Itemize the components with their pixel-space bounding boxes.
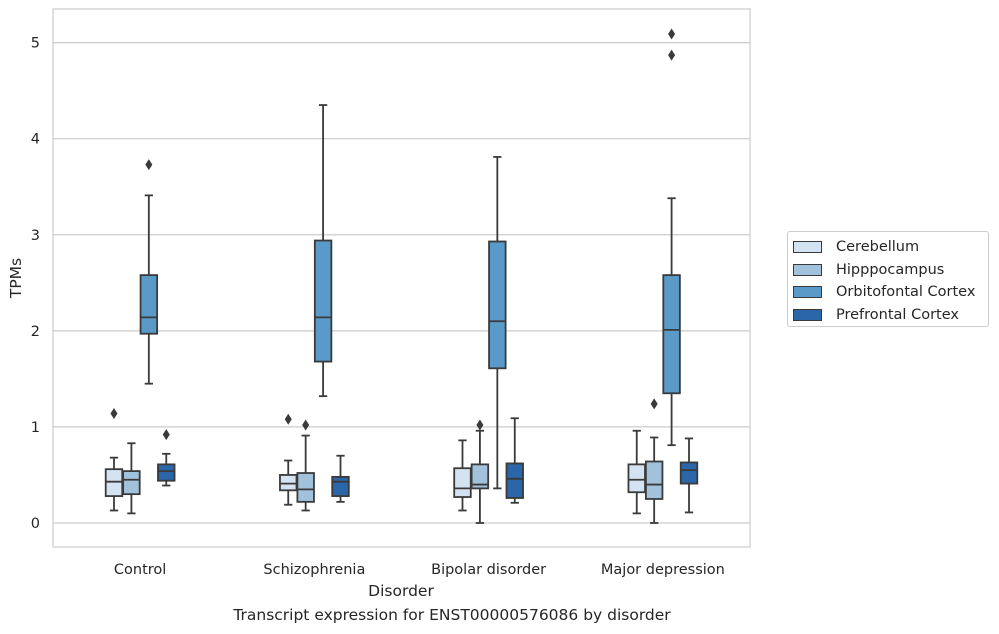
box-iqr bbox=[296, 472, 315, 503]
outlier-point bbox=[302, 419, 310, 431]
outlier-point bbox=[668, 28, 676, 40]
box-iqr bbox=[470, 463, 490, 490]
legend-swatch bbox=[793, 263, 822, 276]
y-tick-label: 5 bbox=[31, 36, 40, 52]
y-tick-label: 4 bbox=[31, 132, 40, 148]
box-iqr bbox=[104, 468, 124, 497]
box-iqr bbox=[139, 274, 159, 335]
legend-item: Prefrontal Cortex bbox=[793, 304, 988, 327]
outlier-point bbox=[284, 413, 292, 425]
box-iqr bbox=[279, 474, 298, 492]
box-2-2 bbox=[488, 156, 507, 490]
box-iqr bbox=[453, 467, 472, 498]
outlier-point bbox=[145, 159, 153, 171]
box-0-3 bbox=[157, 429, 176, 487]
outlier-point bbox=[476, 419, 484, 431]
box-iqr bbox=[644, 460, 664, 500]
box-3-2 bbox=[662, 28, 681, 447]
outlier-point bbox=[162, 429, 170, 441]
x-tick-label: Major depression bbox=[601, 562, 725, 578]
box-2-3 bbox=[505, 417, 524, 504]
legend-item: Hipppocampus bbox=[793, 259, 988, 282]
legend-label: Hipppocampus bbox=[836, 261, 945, 278]
legend-swatch bbox=[793, 241, 822, 254]
box-iqr bbox=[488, 240, 507, 370]
outlier-point bbox=[650, 398, 658, 410]
legend: Cerebellum Hipppocampus Orbitofontal Corte… bbox=[787, 231, 989, 327]
x-tick-label: Bipolar disorder bbox=[431, 562, 546, 578]
y-tick-label: 0 bbox=[31, 516, 40, 532]
y-ticks: 0 1 2 3 4 5 bbox=[31, 36, 40, 532]
box-iqr bbox=[122, 470, 141, 496]
box-iqr bbox=[662, 274, 681, 395]
x-ticks: Control Schizophrenia Bipolar disorder Majo… bbox=[114, 562, 725, 578]
legend-label: Orbitofontal Cortex bbox=[836, 284, 976, 301]
boxes bbox=[104, 28, 699, 524]
outlier-point bbox=[110, 407, 118, 419]
x-tick-label: Control bbox=[114, 562, 166, 578]
grid bbox=[53, 42, 750, 524]
box-3-0 bbox=[627, 429, 646, 515]
plot-area bbox=[52, 8, 751, 548]
legend-item: Orbitofontal Cortex bbox=[793, 281, 988, 304]
box-iqr bbox=[679, 461, 699, 485]
box-2-1 bbox=[470, 419, 490, 524]
x-axis-label: Disorder bbox=[368, 582, 434, 600]
y-tick-label: 3 bbox=[31, 228, 40, 244]
box-iqr bbox=[157, 463, 176, 482]
box-1-3 bbox=[331, 454, 350, 503]
box-0-1 bbox=[122, 442, 141, 515]
box-iqr bbox=[505, 462, 524, 499]
box-iqr bbox=[331, 475, 350, 497]
legend-swatch bbox=[793, 308, 822, 321]
box-1-1 bbox=[296, 419, 315, 512]
legend-label: Prefrontal Cortex bbox=[836, 306, 959, 323]
legend-swatch bbox=[793, 286, 822, 299]
outlier-point bbox=[668, 49, 676, 61]
x-tick-label: Schizophrenia bbox=[263, 562, 365, 578]
box-3-3 bbox=[679, 437, 699, 514]
box-0-2 bbox=[139, 159, 159, 385]
legend-item: Cerebellum bbox=[793, 236, 988, 259]
box-3-1 bbox=[644, 398, 664, 524]
box-0-0 bbox=[104, 407, 124, 512]
y-tick-label: 1 bbox=[31, 420, 40, 436]
box-1-2 bbox=[313, 104, 333, 398]
box-1-0 bbox=[279, 413, 298, 506]
figure-caption: Transcript expression for ENST0000057608… bbox=[233, 606, 671, 624]
y-tick-label: 2 bbox=[31, 324, 40, 340]
box-iqr bbox=[627, 463, 646, 494]
box-iqr bbox=[313, 239, 333, 363]
legend-label: Cerebellum bbox=[836, 239, 920, 256]
y-axis-label: TPMs bbox=[7, 258, 25, 299]
